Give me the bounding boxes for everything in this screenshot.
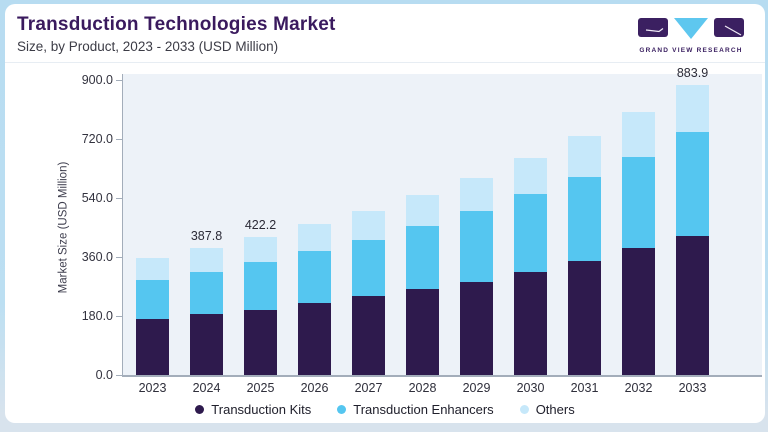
bar-segment-others[interactable]	[136, 258, 169, 281]
bar-segment-transduction-kits[interactable]	[298, 302, 331, 375]
stacked-bar-2023[interactable]	[136, 258, 169, 375]
stacked-bar-2029[interactable]	[460, 178, 493, 375]
bar-segment-transduction-enhancers[interactable]	[406, 226, 439, 290]
y-tick-mark	[116, 80, 122, 81]
stacked-bar-2026[interactable]	[298, 224, 331, 375]
x-tick-label: 2032	[624, 381, 653, 395]
bar-segment-transduction-kits[interactable]	[568, 260, 601, 375]
stacked-bar-2031[interactable]	[568, 136, 601, 375]
bar-value-label: 422.2	[244, 217, 277, 232]
plot-area	[122, 74, 762, 375]
y-tick-mark	[116, 375, 122, 376]
bar-segment-transduction-kits[interactable]	[406, 289, 439, 375]
y-tick-label: 0.0	[95, 368, 113, 382]
y-tick-mark	[116, 316, 122, 317]
legend-label: Transduction Enhancers	[353, 402, 494, 417]
x-tick-label: 2024	[192, 381, 221, 395]
bar-segment-transduction-kits[interactable]	[352, 296, 385, 375]
gvr-logo-icon	[638, 18, 744, 39]
stacked-bar-2024[interactable]	[190, 247, 223, 375]
x-tick-label: 2031	[570, 381, 599, 395]
y-tick-label: 180.0	[81, 309, 113, 323]
y-axis-title: Market Size (USD Million)	[57, 161, 70, 294]
bar-value-label: 883.9	[676, 66, 709, 81]
bar-segment-transduction-kits[interactable]	[514, 272, 547, 375]
bar-segment-others[interactable]	[460, 178, 493, 212]
bar-segment-transduction-kits[interactable]	[460, 281, 493, 375]
x-tick-label: 2023	[138, 381, 167, 395]
stacked-bar-2030[interactable]	[514, 158, 547, 375]
bar-segment-transduction-enhancers[interactable]	[568, 176, 601, 261]
bar-segment-transduction-kits[interactable]	[244, 309, 277, 375]
bar-segment-transduction-enhancers[interactable]	[460, 211, 493, 282]
y-tick-label: 360.0	[81, 250, 113, 264]
bar-segment-others[interactable]	[352, 210, 385, 240]
legend-dot-icon	[195, 405, 205, 414]
stacked-bar-2032[interactable]	[622, 112, 655, 375]
x-tick-label: 2028	[408, 381, 437, 395]
y-tick-label: 900.0	[81, 73, 113, 87]
bar-segment-others[interactable]	[190, 247, 223, 272]
bar-segment-transduction-enhancers[interactable]	[676, 132, 709, 237]
bar-segment-others[interactable]	[406, 195, 439, 227]
x-tick-label: 2029	[462, 381, 491, 395]
legend: Transduction Kits Transduction Enhancers O…	[5, 402, 765, 417]
bar-segment-transduction-kits[interactable]	[622, 248, 655, 375]
logo-text: GRAND VIEW RESEARCH	[639, 47, 743, 54]
y-tick-mark	[116, 198, 122, 199]
legend-dot-icon	[519, 405, 529, 414]
x-tick-label: 2027	[354, 381, 383, 395]
bar-segment-others[interactable]	[244, 236, 277, 262]
x-tick-label: 2030	[516, 381, 545, 395]
legend-label: Others	[535, 402, 575, 417]
x-tick-label: 2033	[678, 381, 707, 395]
y-tick-label: 540.0	[81, 191, 113, 205]
page-title: Transduction Technologies Market	[17, 14, 336, 35]
x-tick-label: 2025	[246, 381, 275, 395]
bar-segment-others[interactable]	[622, 112, 655, 158]
legend-item-others[interactable]: Others	[519, 402, 575, 417]
bar-value-label: 387.8	[190, 228, 223, 243]
y-tick-label: 720.0	[81, 132, 113, 146]
bar-segment-transduction-enhancers[interactable]	[190, 271, 223, 315]
bar-segment-others[interactable]	[568, 136, 601, 177]
bar-segment-transduction-kits[interactable]	[136, 319, 169, 375]
stacked-bar-2027[interactable]	[352, 210, 385, 375]
bar-segment-transduction-enhancers[interactable]	[244, 261, 277, 310]
legend-label: Transduction Kits	[211, 402, 312, 417]
x-tick-label: 2026	[300, 381, 329, 395]
legend-item-transduction-kits[interactable]: Transduction Kits	[195, 402, 311, 417]
header-divider	[5, 62, 765, 63]
legend-item-transduction-enhancers[interactable]: Transduction Enhancers	[337, 402, 494, 417]
bar-segment-others[interactable]	[676, 85, 709, 133]
stacked-bar-2025[interactable]	[244, 236, 277, 375]
grand-view-research-logo: GRAND VIEW RESEARCH	[637, 18, 745, 54]
stacked-bar-2028[interactable]	[406, 195, 439, 375]
bar-segment-transduction-enhancers[interactable]	[298, 251, 331, 303]
y-tick-mark	[116, 139, 122, 140]
x-axis-line	[122, 375, 762, 377]
y-tick-mark	[116, 257, 122, 258]
bar-segment-others[interactable]	[298, 224, 331, 252]
bar-segment-transduction-kits[interactable]	[676, 236, 709, 375]
bar-segment-transduction-enhancers[interactable]	[622, 157, 655, 249]
bar-segment-others[interactable]	[514, 158, 547, 195]
bar-segment-transduction-kits[interactable]	[190, 314, 223, 375]
bar-segment-transduction-enhancers[interactable]	[514, 194, 547, 273]
bar-segment-transduction-enhancers[interactable]	[136, 280, 169, 320]
legend-dot-icon	[337, 405, 347, 414]
chart-card: Transduction Technologies Market Size, b…	[5, 4, 765, 423]
page-subtitle: Size, by Product, 2023 - 2033 (USD Milli…	[17, 39, 279, 54]
stacked-bar-2033[interactable]	[676, 85, 709, 375]
bar-segment-transduction-enhancers[interactable]	[352, 239, 385, 297]
y-axis-line	[122, 74, 123, 375]
